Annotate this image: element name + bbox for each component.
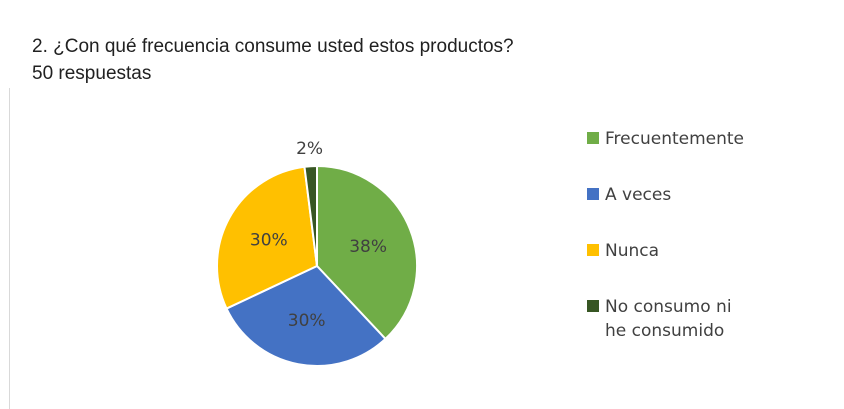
pie-slice-a-veces [225,264,387,367]
data-label-a-veces: 30% [288,311,326,331]
legend-swatch-frecuentemente [587,132,599,144]
legend-label-frecuentemente: Frecuentemente [605,129,745,149]
legend-item-frecuentemente: Frecuentemente [587,127,744,151]
data-label-no-consumo: 2% [296,139,323,159]
legend-swatch-no-consumo [587,300,599,312]
legend-item-nunca: Nunca [587,239,659,263]
legend-item-no-consumo: No consumo ni he consumido [587,295,745,343]
pie-slices [216,164,418,367]
response-count: 50 respuestas [32,63,152,84]
chart-frame-border [9,88,10,409]
pie-slice-frecuentemente [316,164,418,341]
pie-slice-nunca [216,165,319,310]
question-title: 2. ¿Con qué frecuencia consume usted est… [32,36,514,57]
legend-item-a-veces: A veces [587,183,671,207]
pie-slice-no-consumo [303,164,318,267]
data-label-frecuentemente: 38% [349,237,387,257]
legend-swatch-nunca [587,244,599,256]
pie-data-labels: 38% 30% 30% 2% [250,139,387,331]
legend-label-no-consumo: No consumo ni he consumido [605,297,732,341]
data-label-nunca: 30% [250,231,288,251]
legend-label-nunca: Nunca [605,241,660,261]
legend-label-a-veces: A veces [605,185,672,205]
legend-swatch-a-veces [587,188,599,200]
